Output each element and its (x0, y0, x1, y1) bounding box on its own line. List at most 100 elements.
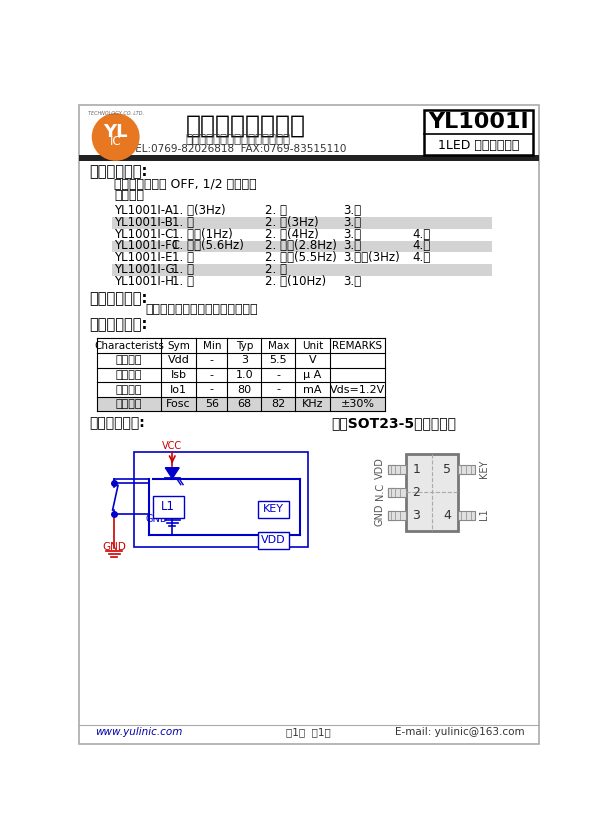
Text: 闪动模式: 闪动模式 (114, 189, 144, 202)
Text: E-mail: yulinic@163.com: E-mail: yulinic@163.com (395, 727, 525, 738)
Bar (388, 465, 396, 474)
Text: 3.亮: 3.亮 (343, 239, 361, 253)
Text: IC: IC (110, 135, 121, 148)
Text: 单键换段，上电 OFF, 1/2 占空比．: 单键换段，上电 OFF, 1/2 占空比． (114, 178, 257, 192)
Text: Typ: Typ (236, 341, 253, 350)
Text: YL1001I-E: YL1001I-E (114, 251, 172, 265)
Text: YL: YL (104, 123, 128, 140)
Text: GND: GND (374, 503, 385, 526)
Text: YL1001I: YL1001I (428, 112, 529, 132)
Text: Vdd: Vdd (168, 355, 189, 365)
Text: 1. 亮: 1. 亮 (172, 276, 194, 288)
Text: Fosc: Fosc (166, 399, 191, 409)
Text: KHz: KHz (302, 399, 323, 409)
Bar (458, 465, 475, 474)
Bar (391, 490, 399, 495)
Bar (133, 452, 308, 547)
Text: 3.灯: 3.灯 (343, 203, 361, 217)
Text: YL1001I-H: YL1001I-H (114, 276, 174, 288)
Text: YL1001I-A: YL1001I-A (114, 203, 173, 217)
Text: 1. 慢闪(1Hz): 1. 慢闪(1Hz) (172, 228, 233, 240)
Text: GND: GND (145, 513, 168, 523)
Text: 一、功能叙述:: 一、功能叙述: (89, 164, 148, 179)
Text: 1. 亮: 1. 亮 (172, 216, 194, 228)
Text: 1. 闪(3Hz): 1. 闪(3Hz) (172, 203, 226, 217)
Text: 2. 闪(4Hz): 2. 闪(4Hz) (265, 228, 319, 240)
Text: REMARKS: REMARKS (332, 341, 382, 350)
Bar (112, 217, 491, 228)
Text: 五、SOT23-5封装示意图: 五、SOT23-5封装示意图 (331, 416, 456, 430)
Text: Characterists: Characterists (94, 341, 164, 350)
Bar (406, 454, 458, 531)
Bar (391, 513, 399, 517)
Bar (458, 511, 475, 520)
Text: 5.5: 5.5 (270, 355, 287, 365)
Text: Unit: Unit (302, 341, 323, 350)
Text: -: - (210, 385, 214, 395)
Text: YL1001I-C: YL1001I-C (114, 228, 174, 240)
Bar (391, 467, 399, 471)
Text: 1. 亮: 1. 亮 (172, 251, 194, 265)
Bar (153, 496, 184, 517)
Text: 3: 3 (412, 509, 420, 522)
Bar (388, 465, 406, 474)
Text: Max: Max (268, 341, 289, 350)
Text: V: V (309, 355, 317, 365)
Text: VCC: VCC (162, 441, 182, 451)
Bar (388, 511, 406, 520)
Text: 三、电气特性:: 三、电气特性: (89, 317, 148, 332)
Text: 1LED 单键多段控制: 1LED 单键多段控制 (438, 139, 519, 152)
Text: VDD: VDD (374, 458, 385, 480)
Text: -: - (276, 370, 280, 380)
Bar (257, 532, 288, 549)
Text: 56: 56 (205, 399, 219, 409)
Text: GND: GND (102, 542, 126, 552)
Text: 2. 闪(3Hz): 2. 闪(3Hz) (265, 216, 319, 228)
Text: YL1001I-B: YL1001I-B (114, 216, 173, 228)
Text: 2. 快闪(5.5Hz): 2. 快闪(5.5Hz) (265, 251, 337, 265)
Text: L1: L1 (479, 509, 489, 521)
Text: 3.慢闪(3Hz): 3.慢闪(3Hz) (343, 251, 400, 265)
Polygon shape (165, 468, 179, 479)
Text: 1.0: 1.0 (236, 370, 253, 380)
Text: 地址：東菞市黄江鎭雞岺崗管理區: 地址：東菞市黄江鎭雞岺崗管理區 (186, 133, 291, 146)
Text: 5: 5 (443, 463, 452, 475)
Text: 3: 3 (241, 355, 248, 365)
Text: 4.灯: 4.灯 (412, 251, 431, 265)
Text: 3.灯: 3.灯 (343, 216, 361, 228)
Text: 四、参考电路:: 四、参考电路: (89, 416, 145, 430)
Text: -: - (210, 370, 214, 380)
Text: TEL:0769-82026818  FAX:0769-83515110: TEL:0769-82026818 FAX:0769-83515110 (130, 144, 347, 155)
Text: 2. 灯: 2. 灯 (265, 263, 287, 276)
Text: 3.灯: 3.灯 (343, 276, 361, 288)
Text: YL1001I-G: YL1001I-G (114, 263, 175, 276)
Bar (79, 155, 539, 160)
Bar (112, 265, 491, 276)
Text: 2: 2 (412, 486, 420, 499)
Text: KEY: KEY (262, 504, 283, 514)
Text: Min: Min (203, 341, 221, 350)
Bar (390, 465, 397, 473)
Bar (257, 501, 288, 517)
Text: 2. 亮: 2. 亮 (265, 203, 287, 217)
Text: 第1页  共1页: 第1页 共1页 (286, 727, 331, 738)
Text: 4.灯: 4.灯 (412, 228, 431, 240)
Text: 2. 闪(10Hz): 2. 闪(10Hz) (265, 276, 326, 288)
Text: 1: 1 (412, 463, 420, 475)
Text: Isb: Isb (171, 370, 186, 380)
Bar (112, 240, 491, 253)
Text: 2. 慢闪(2.8Hz): 2. 慢闪(2.8Hz) (265, 239, 337, 253)
Text: 80: 80 (237, 385, 251, 395)
Text: Vds=1.2V: Vds=1.2V (330, 385, 385, 395)
Bar (388, 488, 406, 497)
Bar (424, 110, 532, 155)
Text: L1: L1 (162, 501, 175, 513)
Text: mA: mA (303, 385, 322, 395)
Text: VDD: VDD (260, 535, 285, 545)
Text: -: - (276, 385, 280, 395)
Text: -: - (210, 355, 214, 365)
Bar (97, 396, 385, 412)
Text: 手电筒、头灯、小礼品、玩具等．: 手电筒、头灯、小礼品、玩具等． (145, 303, 257, 317)
Text: 1. 快闪(5.6Hz): 1. 快闪(5.6Hz) (172, 239, 244, 253)
Text: 1. 亮: 1. 亮 (172, 263, 194, 276)
